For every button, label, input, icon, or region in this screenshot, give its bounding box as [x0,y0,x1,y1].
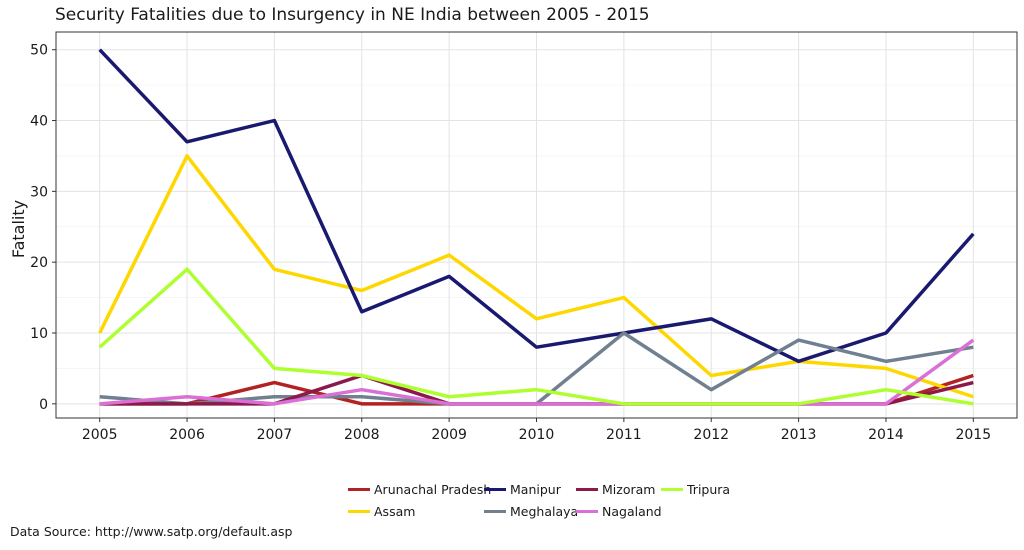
y-tick-label: 20 [30,255,48,271]
x-tick-label: 2012 [693,427,729,443]
x-tick-label: 2007 [257,427,293,443]
legend-key [484,510,506,513]
legend-key [576,488,598,491]
x-tick-label: 2006 [169,427,205,443]
y-tick-label: 10 [30,326,48,342]
x-tick-label: 2015 [955,427,991,443]
legend-label: Tripura [687,482,731,497]
x-tick-label: 2009 [431,427,467,443]
legend-label: Meghalaya [510,504,579,519]
y-tick-label: 30 [30,184,48,200]
legend-label: Assam [374,504,416,519]
y-axis-label: Fatality [9,200,28,258]
series-line-manipur [98,48,975,364]
legend-key [576,510,598,513]
grid-lines [56,32,1017,418]
legend-label: Nagaland [602,504,662,519]
series-lines [98,48,975,406]
chart-title: Security Fatalities due to Insurgency in… [55,5,650,25]
legend-label: Manipur [510,482,561,497]
x-tick-label: 2008 [344,427,380,443]
line-chart: 0 10 20 30 40 50 2005 2006 2007 2008 2009 2010 2011 2… [9,31,1018,443]
y-tick-label: 40 [30,114,48,130]
axes: 0 10 20 30 40 50 2005 2006 2007 2008 2009 2010 2011 2… [30,31,1018,443]
x-tick-label: 2010 [519,427,555,443]
legend-key [348,510,370,513]
y-tick-label: 50 [30,43,48,59]
source-note: Data Source: http://www.satp.org/default… [10,524,293,539]
series-line-nagaland [99,338,975,406]
series-line-assam [98,154,974,399]
x-tick-label: 2011 [606,427,642,443]
x-tick-label: 2013 [781,427,817,443]
x-tick-label: 2014 [868,427,904,443]
series-line-tripura [98,267,974,406]
legend: Arunachal Pradesh Assam Manipur Meghalaya Mi… [348,482,768,526]
legend-key [661,488,683,491]
x-tick-label: 2005 [82,427,118,443]
legend-label: Mizoram [602,482,656,497]
legend-key [348,488,370,491]
legend-label: Arunachal Pradesh [374,482,492,497]
y-tick-label: 0 [39,397,48,413]
legend-key [484,488,506,491]
